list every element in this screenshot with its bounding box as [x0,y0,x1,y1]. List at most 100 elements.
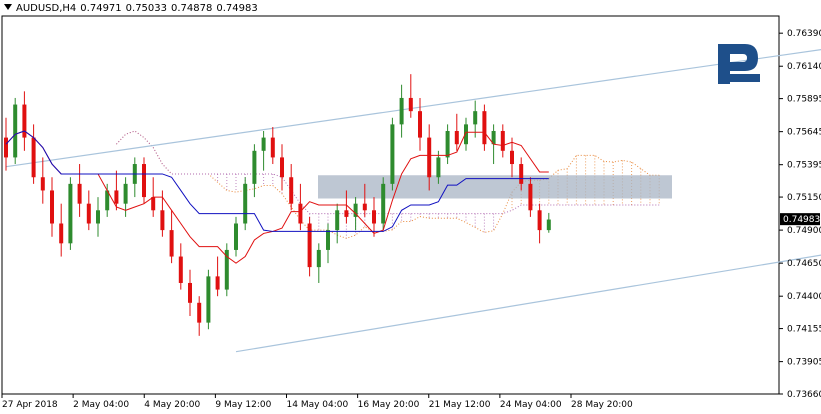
candle-body [243,183,248,224]
candle-body [160,210,165,231]
candle [316,243,321,283]
resistance-zone [318,175,672,199]
kijun-line [5,130,549,232]
candle-body [68,183,73,244]
candle-body [96,210,100,224]
close-value: 0.74983 [216,3,258,14]
y-tick-label: 0.75895 [787,95,821,105]
candle [224,243,229,297]
axes: 0.76390 0.76140 0.75895 0.75645 0.75395 0.751… [1,29,821,410]
current-price-box [780,213,820,226]
candle-body [270,137,275,158]
candle-body [169,230,174,257]
candle [344,190,349,224]
candle [188,269,192,317]
candle-body [4,137,8,158]
candle [381,177,386,231]
candle-body [59,223,64,244]
candle [243,177,248,231]
candle [86,190,91,231]
candle-body [289,177,294,204]
candle [50,177,54,237]
x-tick-label: 4 May 20:00 [144,400,200,410]
candle-body [362,203,367,211]
candle-body [372,210,376,224]
y-tick-label: 0.74155 [787,325,821,335]
candle-body [114,190,119,204]
senkou-span-b [116,130,660,215]
candle [528,177,533,217]
candle-body [40,177,45,191]
candle [464,117,468,151]
candle [215,256,220,297]
candle-body [473,111,478,125]
candle-body [234,223,238,250]
candle-body [399,97,404,125]
candle-body [427,137,432,178]
candle-body [381,183,386,224]
candle [132,157,137,198]
y-tick-label: 0.73660 [787,390,821,400]
y-tick-label: 0.75395 [787,161,821,171]
candle [399,84,404,138]
candle [206,269,211,330]
candle-body [22,104,27,138]
y-tick-label: 0.76140 [787,62,821,72]
x-tick-label: 2 May 04:00 [73,400,129,410]
dropdown-triangle-icon[interactable] [4,4,12,10]
price-channel [5,48,821,353]
candle [436,150,441,184]
candle-body [418,111,422,138]
candle [500,124,505,158]
candle [408,74,413,118]
resistance-zone-rect [318,175,672,199]
open-value: 0.74971 [80,3,122,14]
candle-body [546,219,551,231]
candle [326,223,330,264]
candle-body [13,104,18,158]
candle-body [344,210,349,217]
candle [123,177,128,217]
candle [13,97,18,165]
candle-body [206,276,211,323]
candle-body [537,210,542,231]
candle-body [353,203,358,217]
channel-upper-line [5,48,821,168]
candle [372,197,376,237]
logo-r-bar [730,74,760,82]
candle-body [454,130,459,145]
candle-body [307,223,312,268]
candle-body [31,137,36,178]
candle [142,157,146,204]
y-tick-label: 0.74900 [787,226,821,236]
candle [289,164,294,211]
high-value: 0.75033 [125,3,168,14]
x-tick-label: 24 May 04:00 [500,400,562,410]
candle-body [519,164,524,184]
candle [77,164,82,217]
candle [178,243,183,290]
candle-body [261,137,266,151]
roboforex-r-logo-icon [718,44,760,84]
candle-body [510,150,514,165]
candle [307,216,312,277]
candle-body [215,276,220,290]
candle-body [252,150,257,184]
candle-body [197,302,202,323]
x-tick-label: 16 May 20:00 [358,400,420,410]
candle-body [445,130,450,158]
candle-body [316,249,321,268]
candle-body [326,230,330,250]
candle [445,124,450,165]
candle-body [298,203,303,224]
y-tick-label: 0.75150 [787,193,821,203]
candle-body [86,203,91,224]
logo-r-shape [718,44,758,84]
candle [68,177,73,250]
x-tick-label: 9 May 12:00 [215,400,271,410]
candle [454,113,459,151]
candle-body [105,190,110,211]
candle-body [50,190,54,224]
candle-body [280,157,284,178]
